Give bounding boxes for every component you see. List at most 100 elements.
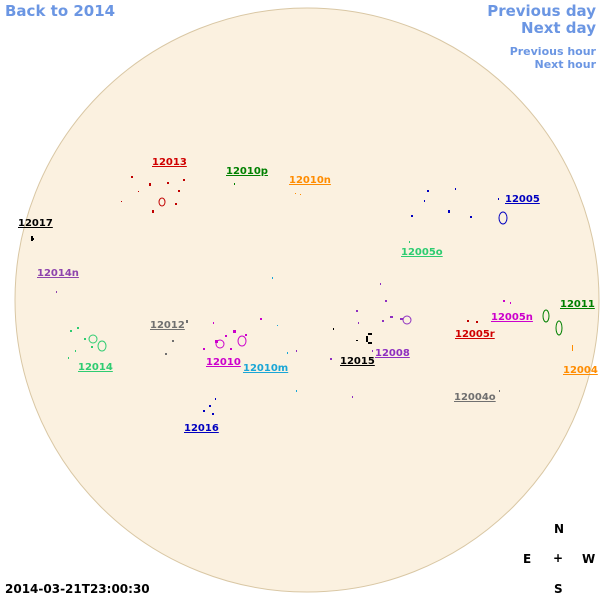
previous-hour-link[interactable]: Previous hour [509,45,596,58]
sunspot-speck [409,241,410,243]
sunspot-speck [31,236,33,241]
sunspot-speck [167,182,169,184]
sunspot-speck [212,413,214,415]
region-label[interactable]: 12014 [78,362,113,373]
sunspot-contour [97,340,107,352]
sunspot-speck [84,338,86,340]
sunspot-speck [186,320,188,323]
sunspot-speck [233,330,236,333]
next-day-link[interactable]: Next day [521,19,596,37]
sunspot-speck [56,291,57,293]
sunspot-contour [402,315,412,325]
sunspot-speck [172,340,174,342]
region-label[interactable]: 12010 [206,357,241,368]
sunspot-speck [234,183,235,185]
sunspot-speck [352,396,353,398]
sunspot-contour [498,211,508,225]
sunspot-speck [510,302,511,304]
speck-group [203,188,499,415]
sunspot-speck [225,335,227,337]
sunspot-speck [230,348,232,350]
sunspot-speck [296,390,297,392]
region-label[interactable]: 12010p [226,166,268,177]
compass-west: W [582,552,596,566]
region-label[interactable]: 12017 [18,218,53,229]
sunspot-speck [333,328,334,330]
speck-group [68,327,93,359]
speck-group [296,283,403,398]
sunspot-speck [330,358,332,360]
sunspot-speck [467,320,469,322]
region-label[interactable]: 12010n [289,175,331,186]
compass-east: E [523,552,532,566]
sunspot-speck [380,283,381,285]
region-label[interactable]: 12014n [37,268,79,279]
sunspot-speck [68,357,69,359]
region-label[interactable]: 12005o [401,247,443,258]
sunspot-speck [203,348,205,350]
sunspot-speck [296,350,297,352]
sunspot-speck [448,210,450,213]
sunspot-speck [455,188,456,190]
sunspot-speck [165,353,167,355]
region-label[interactable]: 12004 [563,365,598,376]
sunspot-contour [555,320,563,336]
sunspot-speck [213,322,214,324]
sunspot-speck [390,316,393,318]
speck-group [165,320,500,392]
region-label[interactable]: 12008 [375,348,410,359]
speck-group [121,176,478,323]
sunspot-speck [372,350,373,352]
region-label[interactable]: 12005r [455,329,495,340]
region-label[interactable]: 12016 [184,423,219,434]
region-label[interactable]: 12012 [150,320,185,331]
speck-group [542,309,563,336]
previous-day-link[interactable]: Previous day [487,2,596,20]
sunspot-speck [368,342,372,344]
sunspot-speck [476,321,478,323]
sunspot-speck [287,352,288,354]
sunspot-speck [245,334,247,336]
speck-group [333,328,372,344]
sunspot-speck [300,194,301,195]
compass-south: S [554,582,563,596]
sunspot-speck [368,333,372,335]
region-label[interactable]: 12005n [491,312,533,323]
region-label[interactable]: 12005 [505,194,540,205]
sunspot-speck [178,190,180,192]
sunspot-speck [77,327,79,329]
sunspot-speck [382,320,384,322]
sunspot-speck [358,322,359,324]
sunspot-speck [149,183,151,186]
sunspot-speck [131,176,133,178]
region-label[interactable]: 12004o [454,392,496,403]
region-label[interactable]: 12011 [560,299,595,310]
next-hour-link[interactable]: Next hour [534,58,597,71]
compass-center: + [553,551,564,565]
sunspot-contour [237,335,247,347]
sunspot-speck [91,346,93,348]
sunspot-contour [215,339,225,349]
sunspot-speck [138,191,139,192]
sunspot-speck [75,350,76,352]
region-label[interactable]: 12010m [243,363,289,374]
sunspot-speck [203,410,205,412]
sunspot-speck [385,300,387,302]
sunspot-speck [503,300,505,302]
sunspot-speck [272,277,273,279]
sunspot-speck [498,198,499,200]
sunspot-speck [366,336,368,342]
sunspot-speck [295,193,296,194]
back-link[interactable]: Back to 2014 [5,2,116,20]
region-label[interactable]: 12013 [152,157,187,168]
speck-group [272,277,297,392]
sunspot-speck [152,210,154,213]
sunspot-contour [542,309,550,323]
sunspot-speck [277,325,278,326]
sunspot-speck [33,238,34,240]
region-label[interactable]: 12015 [340,356,375,367]
sunspot-speck [572,345,573,351]
sunspot-contour [158,197,166,207]
sunspot-speck [175,203,177,205]
